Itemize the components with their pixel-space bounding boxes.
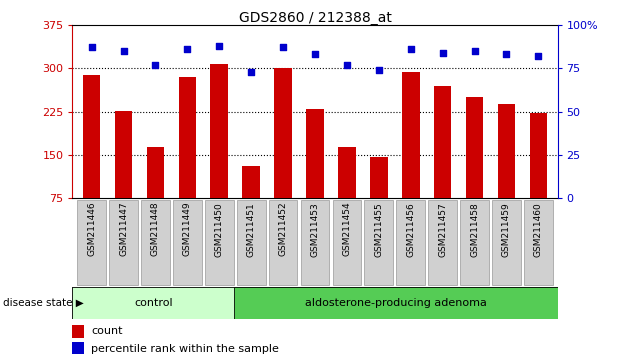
Bar bbox=[147, 147, 164, 242]
Text: GSM211446: GSM211446 bbox=[87, 202, 96, 256]
FancyBboxPatch shape bbox=[237, 200, 265, 285]
FancyBboxPatch shape bbox=[234, 287, 558, 319]
FancyBboxPatch shape bbox=[524, 200, 553, 285]
Text: GSM211449: GSM211449 bbox=[183, 202, 192, 256]
Text: GSM211455: GSM211455 bbox=[374, 202, 383, 257]
FancyBboxPatch shape bbox=[460, 200, 489, 285]
Point bbox=[501, 51, 512, 57]
Text: GSM211452: GSM211452 bbox=[278, 202, 287, 256]
Bar bbox=[72, 342, 84, 354]
Point bbox=[214, 43, 224, 48]
Text: GSM211447: GSM211447 bbox=[119, 202, 128, 256]
FancyBboxPatch shape bbox=[141, 200, 170, 285]
FancyBboxPatch shape bbox=[428, 200, 457, 285]
FancyBboxPatch shape bbox=[173, 200, 202, 285]
FancyBboxPatch shape bbox=[205, 200, 234, 285]
Point bbox=[374, 67, 384, 73]
Text: count: count bbox=[91, 326, 123, 336]
FancyBboxPatch shape bbox=[396, 200, 425, 285]
Bar bbox=[498, 104, 515, 242]
Bar bbox=[72, 325, 84, 338]
Bar bbox=[274, 68, 292, 242]
Text: GSM211459: GSM211459 bbox=[502, 202, 511, 257]
FancyBboxPatch shape bbox=[333, 200, 361, 285]
FancyBboxPatch shape bbox=[77, 200, 106, 285]
Bar bbox=[338, 147, 356, 242]
Text: GSM211451: GSM211451 bbox=[247, 202, 256, 257]
FancyBboxPatch shape bbox=[301, 200, 329, 285]
FancyBboxPatch shape bbox=[492, 200, 521, 285]
Bar bbox=[530, 113, 547, 242]
Point bbox=[278, 45, 288, 50]
Text: percentile rank within the sample: percentile rank within the sample bbox=[91, 344, 279, 354]
Point bbox=[438, 50, 448, 55]
Text: disease state ▶: disease state ▶ bbox=[3, 298, 84, 308]
Bar bbox=[402, 72, 420, 242]
Text: GSM211453: GSM211453 bbox=[311, 202, 319, 257]
Text: control: control bbox=[134, 298, 173, 308]
Point bbox=[151, 62, 161, 68]
FancyBboxPatch shape bbox=[365, 200, 393, 285]
Text: GSM211448: GSM211448 bbox=[151, 202, 160, 256]
Point bbox=[182, 46, 192, 52]
Bar bbox=[306, 109, 324, 242]
Point bbox=[342, 62, 352, 68]
Bar bbox=[115, 111, 132, 242]
Point bbox=[534, 53, 544, 59]
Point bbox=[246, 69, 256, 74]
Text: GSM211450: GSM211450 bbox=[215, 202, 224, 257]
Text: GSM211456: GSM211456 bbox=[406, 202, 415, 257]
Text: GSM211457: GSM211457 bbox=[438, 202, 447, 257]
Bar bbox=[243, 166, 260, 242]
Text: GSM211460: GSM211460 bbox=[534, 202, 543, 257]
Bar bbox=[83, 74, 100, 242]
Point bbox=[469, 48, 479, 53]
Text: aldosterone-producing adenoma: aldosterone-producing adenoma bbox=[305, 298, 487, 308]
FancyBboxPatch shape bbox=[269, 200, 297, 285]
FancyBboxPatch shape bbox=[72, 287, 234, 319]
Bar bbox=[434, 86, 452, 242]
FancyBboxPatch shape bbox=[109, 200, 138, 285]
Bar bbox=[178, 78, 196, 242]
Bar bbox=[370, 156, 387, 242]
Text: GSM211454: GSM211454 bbox=[343, 202, 352, 256]
Point bbox=[118, 48, 129, 53]
Bar bbox=[210, 64, 228, 242]
Text: GSM211458: GSM211458 bbox=[470, 202, 479, 257]
Point bbox=[406, 46, 416, 52]
Point bbox=[310, 51, 320, 57]
Bar bbox=[466, 97, 483, 242]
Text: GDS2860 / 212388_at: GDS2860 / 212388_at bbox=[239, 11, 391, 25]
Point bbox=[86, 45, 96, 50]
